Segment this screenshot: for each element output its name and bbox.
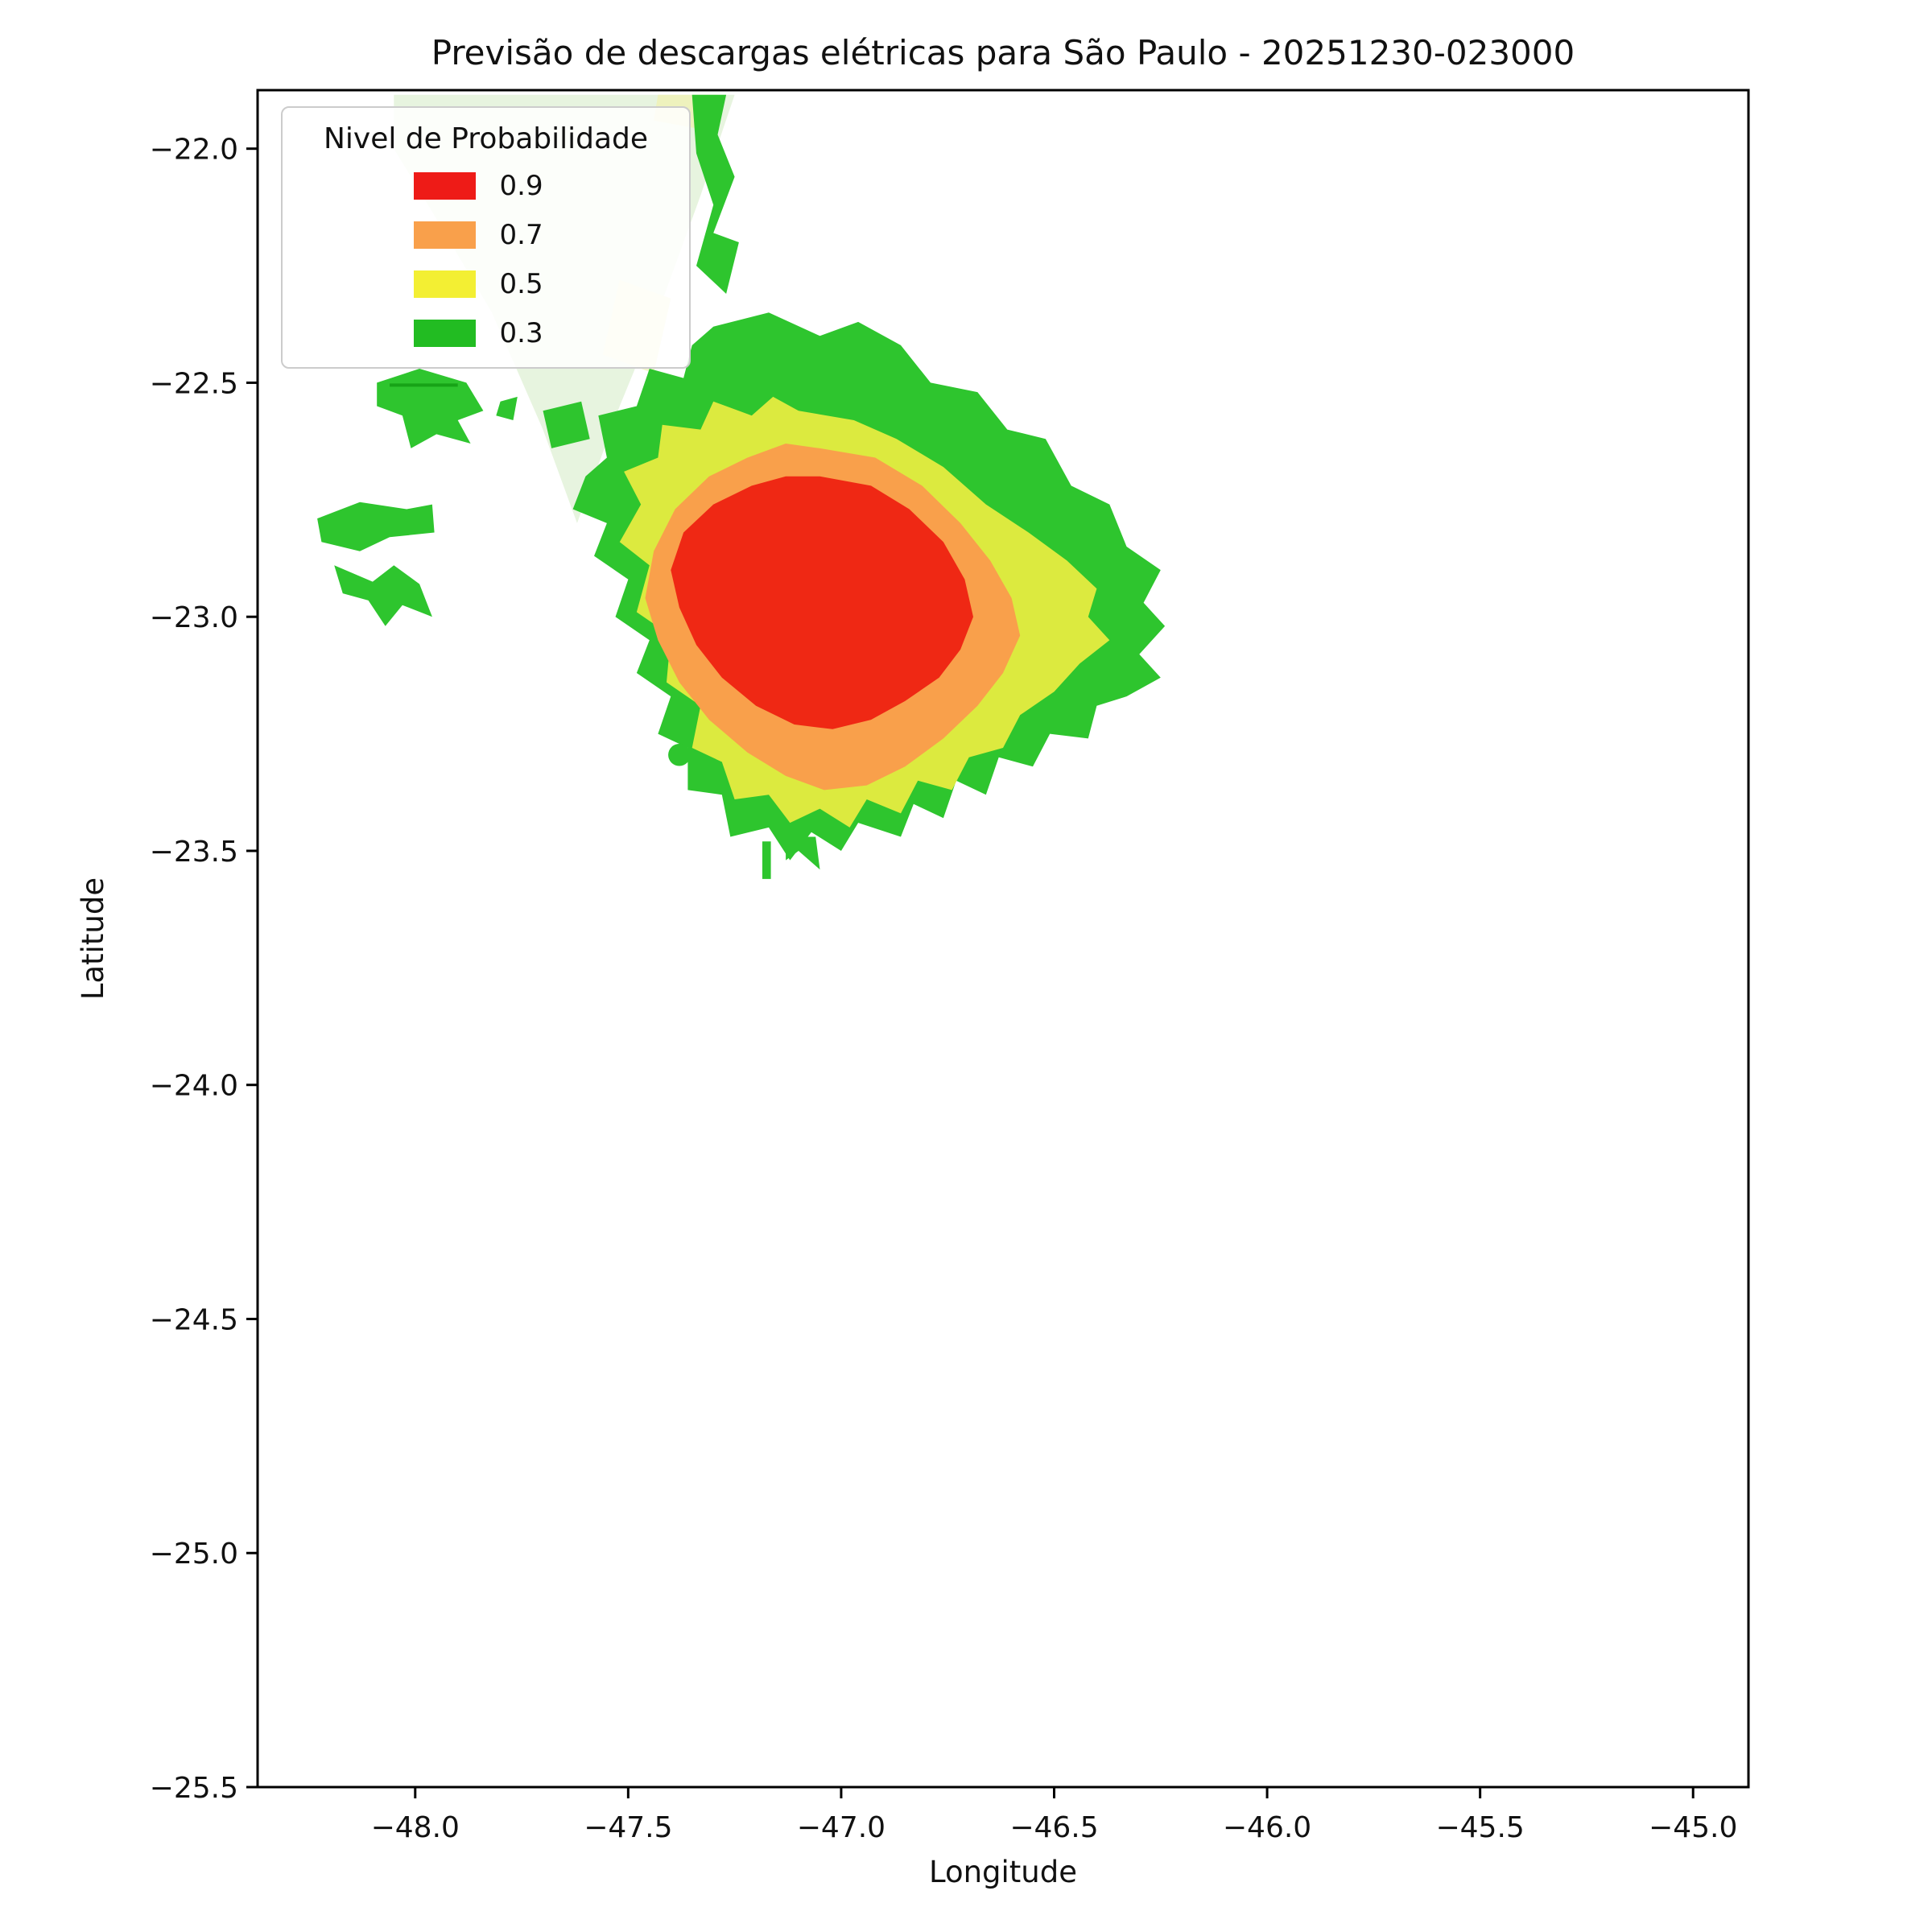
legend-item-label: 0.7 <box>499 219 543 251</box>
axes-frame <box>256 89 1750 1789</box>
x-tick-label: −46.0 <box>1223 1811 1311 1844</box>
contour-region-top-green-strip <box>691 94 739 294</box>
legend-title: Nivel de Probabilidade <box>323 122 649 155</box>
contour-layer <box>317 94 1166 879</box>
legend-item-0.3: 0.3 <box>413 317 559 349</box>
x-tick-label: −47.0 <box>797 1811 886 1844</box>
contour-region-west-patch-c <box>334 565 432 626</box>
y-axis-label: Latitude <box>76 877 110 1000</box>
x-tick-label: −48.0 <box>371 1811 460 1844</box>
contour-region-left-fragment <box>543 401 590 448</box>
x-tick-label: −46.5 <box>1009 1811 1098 1844</box>
legend-swatch <box>413 320 476 347</box>
y-tick-label: −22.0 <box>150 134 238 167</box>
legend-swatch <box>413 172 476 200</box>
legend-item-label: 0.9 <box>499 170 543 202</box>
contour-region-prob-region-0.9 <box>671 476 973 729</box>
contour-region-bottom-tick <box>762 841 771 879</box>
contour-region-bottom-mark <box>786 836 820 870</box>
y-tick-label: −24.0 <box>150 1070 238 1103</box>
contour-region-small-dot <box>668 743 691 766</box>
x-tick-label: −45.5 <box>1435 1811 1524 1844</box>
contour-region-west-patch-b <box>317 502 435 551</box>
legend-items: 0.9 0.7 0.5 0.3 <box>299 170 673 349</box>
axes-ticks: −48.0 −47.5 −47.0 −46.5 −46.0 −45.5 −45.0 −22.0… <box>150 134 1738 1844</box>
y-tick-label: −22.5 <box>150 367 238 400</box>
legend-item-0.7: 0.7 <box>413 219 559 251</box>
x-tick-label: −45.0 <box>1649 1811 1737 1844</box>
y-tick-label: −25.5 <box>150 1772 238 1805</box>
legend: Nivel de Probabilidade 0.9 0.7 0.5 0.3 <box>281 106 691 369</box>
contour-region-west-patch-a2 <box>496 396 518 420</box>
legend-swatch <box>413 270 476 298</box>
x-axis-label: Longitude <box>929 1855 1077 1889</box>
contour-region-west-patch-a <box>377 369 484 448</box>
y-tick-label: −23.0 <box>150 601 238 634</box>
legend-item-0.9: 0.9 <box>413 170 559 202</box>
legend-item-label: 0.3 <box>499 317 543 349</box>
y-tick-label: −24.5 <box>150 1303 238 1336</box>
y-tick-label: −23.5 <box>150 836 238 869</box>
legend-swatch <box>413 221 476 249</box>
legend-item-label: 0.5 <box>499 268 543 300</box>
legend-item-0.5: 0.5 <box>413 268 559 300</box>
chart-title: Previsão de descargas elétricas para São… <box>431 33 1575 72</box>
x-tick-label: −47.5 <box>584 1811 672 1844</box>
y-tick-label: −25.0 <box>150 1538 238 1571</box>
